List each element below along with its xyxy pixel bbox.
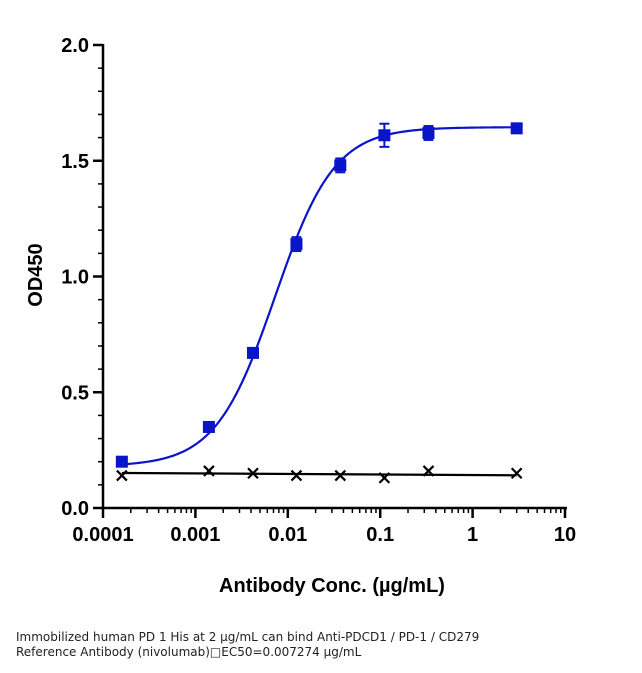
data-point-square (290, 238, 303, 251)
y-axis-title: OD450 (25, 243, 47, 306)
data-point-square (115, 455, 128, 468)
x-tick-label: 1 (467, 524, 478, 546)
x-marker-stroke (422, 465, 435, 477)
data-point-square (422, 126, 435, 139)
y-tick-label: 1.5 (61, 151, 89, 173)
series-layer (115, 122, 523, 484)
x-tick-label: 0.1 (366, 524, 394, 546)
series-1 (115, 122, 523, 468)
x-tick-label: 10 (554, 524, 576, 546)
x-marker-stroke (247, 467, 259, 480)
y-tick-label: 1.0 (61, 267, 89, 289)
data-point-square (202, 420, 215, 433)
y-tick-label: 0.5 (61, 382, 89, 404)
data-point-x (290, 469, 303, 482)
x-axis-title: Antibody Conc. (µg/mL) (219, 575, 445, 597)
data-point-x (203, 465, 215, 477)
fit-curve (121, 126, 517, 466)
x-marker-stroke (378, 472, 391, 484)
x-marker-stroke (203, 465, 215, 477)
caption-line-2: Reference Antibody (nivolumab)□EC50=0.00… (16, 645, 362, 659)
x-tick-label: 0.0001 (72, 524, 133, 546)
x-marker-stroke (116, 469, 128, 482)
x-marker-stroke (290, 469, 303, 482)
y-tick-label: 2.0 (61, 35, 89, 57)
data-point-square (246, 346, 259, 359)
fit-line (121, 471, 517, 477)
x-tick-label: 0.001 (170, 524, 220, 546)
data-point-square (334, 159, 347, 172)
data-point-x (116, 469, 128, 482)
x-marker-stroke (334, 469, 347, 482)
data-point-x (247, 467, 259, 480)
x-marker-stroke (510, 467, 523, 480)
data-point-x (378, 472, 391, 484)
data-point-x (510, 467, 523, 480)
y-tick-label: 0.0 (61, 498, 89, 520)
data-point-square (378, 129, 391, 142)
axes: 0.0 0.5 1.0 1.5 2.0 0.0001 0.001 0.01 0.1 1 10 (61, 35, 576, 546)
series-2 (116, 465, 523, 484)
data-point-x (334, 469, 347, 482)
data-point-x (422, 465, 435, 477)
figure-caption: Immobilized human PD 1 His at 2 µg/mL ca… (16, 630, 626, 660)
x-tick-label: 0.01 (268, 524, 307, 546)
chart-svg: 0.0 0.5 1.0 1.5 2.0 0.0001 0.001 0.01 0.1 1 10 Ant… (25, 35, 576, 597)
data-point-square (510, 122, 523, 135)
caption-line-1: Immobilized human PD 1 His at 2 µg/mL ca… (16, 630, 480, 644)
